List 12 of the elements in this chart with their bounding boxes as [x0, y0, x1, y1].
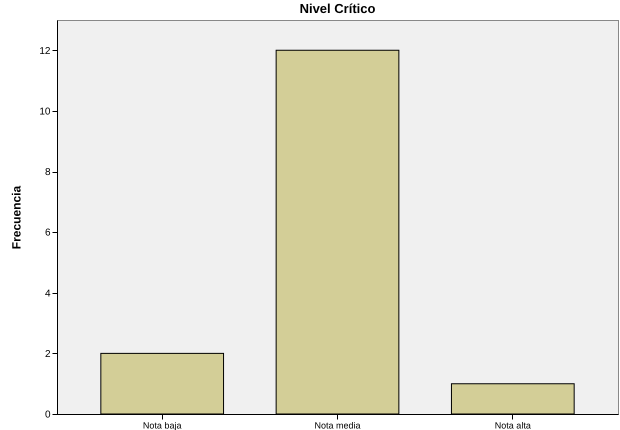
y-tick-label: 8	[44, 167, 51, 178]
y-tick-label: 0	[44, 410, 51, 420]
y-tick-label: 12	[39, 46, 51, 57]
y-axis-title: Frecuencia	[9, 186, 24, 250]
chart-title: Nivel Crítico	[300, 1, 376, 16]
y-tick-label: 10	[39, 106, 51, 118]
x-tick-label: Nota baja	[142, 420, 182, 430]
y-tick-label: 6	[44, 228, 51, 239]
x-tick-label: Nota alta	[494, 420, 531, 430]
x-tick-label: Nota media	[314, 420, 361, 430]
y-tick-label: 2	[44, 348, 51, 360]
y-tick-label: 4	[44, 288, 51, 300]
